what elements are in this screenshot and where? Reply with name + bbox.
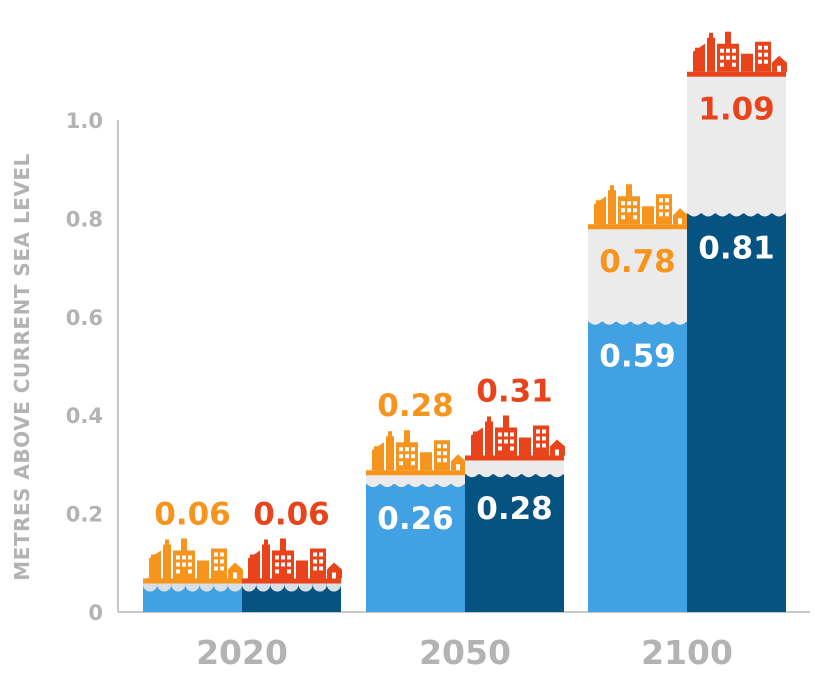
city-skyline-icon	[594, 184, 688, 225]
y-tick-label: 0.4	[66, 404, 103, 428]
y-tick-label: 1.0	[66, 109, 103, 133]
bar-value-label: 0.26	[377, 501, 454, 537]
y-tick-label: 0	[88, 601, 103, 625]
y-axis-ticks: 0 0.2 0.4 0.6 0.8 1.0	[66, 109, 103, 625]
city-skyline-icon	[693, 31, 787, 72]
ledge-line	[588, 224, 687, 230]
upper-value-label: 0.78	[599, 244, 676, 280]
y-axis-title: METRES ABOVE CURRENT SEA LEVEL	[10, 153, 34, 580]
city-skyline-icon	[149, 538, 243, 579]
wave-top	[366, 483, 465, 488]
bar	[687, 213, 786, 613]
ledge-line	[143, 578, 242, 584]
bar-value-label: 0.59	[599, 339, 676, 375]
bar	[588, 321, 687, 612]
wave-top	[588, 320, 687, 325]
wave-top	[687, 212, 786, 217]
upper-value-label: 0.06	[154, 496, 231, 532]
bar-group-2020-light: 0.06	[143, 496, 243, 612]
upper-value-label: 0.28	[377, 388, 454, 424]
upper-value-label: 0.06	[253, 496, 330, 532]
ledge-line	[366, 470, 465, 476]
city-skyline-icon	[248, 538, 342, 579]
bar-group-2020-dark: 0.06	[242, 496, 342, 612]
category-label-2100: 2100	[641, 633, 733, 672]
bar-value-label: 0.28	[476, 491, 553, 527]
category-labels: 2020 2050 2100	[196, 633, 733, 672]
wave-top	[465, 473, 564, 478]
projection-band	[366, 474, 465, 485]
category-label-2050: 2050	[419, 633, 511, 672]
ledge-line	[242, 578, 341, 584]
bar	[366, 484, 465, 612]
projection-band	[465, 459, 564, 475]
ledge-line	[687, 71, 786, 77]
bar-value-label: 0.81	[698, 230, 775, 266]
y-tick-label: 0.6	[66, 306, 103, 330]
y-tick-label: 0.8	[66, 207, 103, 231]
upper-value-label: 0.31	[476, 373, 553, 409]
y-tick-label: 0.2	[66, 503, 103, 527]
ledge-line	[465, 455, 564, 461]
category-label-2020: 2020	[196, 633, 288, 672]
bar-group-2050-dark: 0.31 0.28	[465, 373, 565, 612]
projection-band	[687, 75, 786, 214]
bar-group-2100-dark: 1.09 0.81	[687, 31, 787, 613]
city-skyline-icon	[372, 430, 466, 471]
bar	[465, 474, 564, 612]
bars-layer: 0.06 0.06 0.28 0.26 0.31 0.28 0.78 0.59 1.09 0.81	[143, 31, 787, 613]
bar-group-2050-light: 0.28 0.26	[366, 388, 466, 612]
city-skyline-icon	[471, 415, 565, 456]
bar-group-2100-light: 0.78 0.59	[588, 184, 688, 612]
projection-band	[588, 228, 687, 322]
upper-value-label: 1.09	[698, 92, 775, 128]
